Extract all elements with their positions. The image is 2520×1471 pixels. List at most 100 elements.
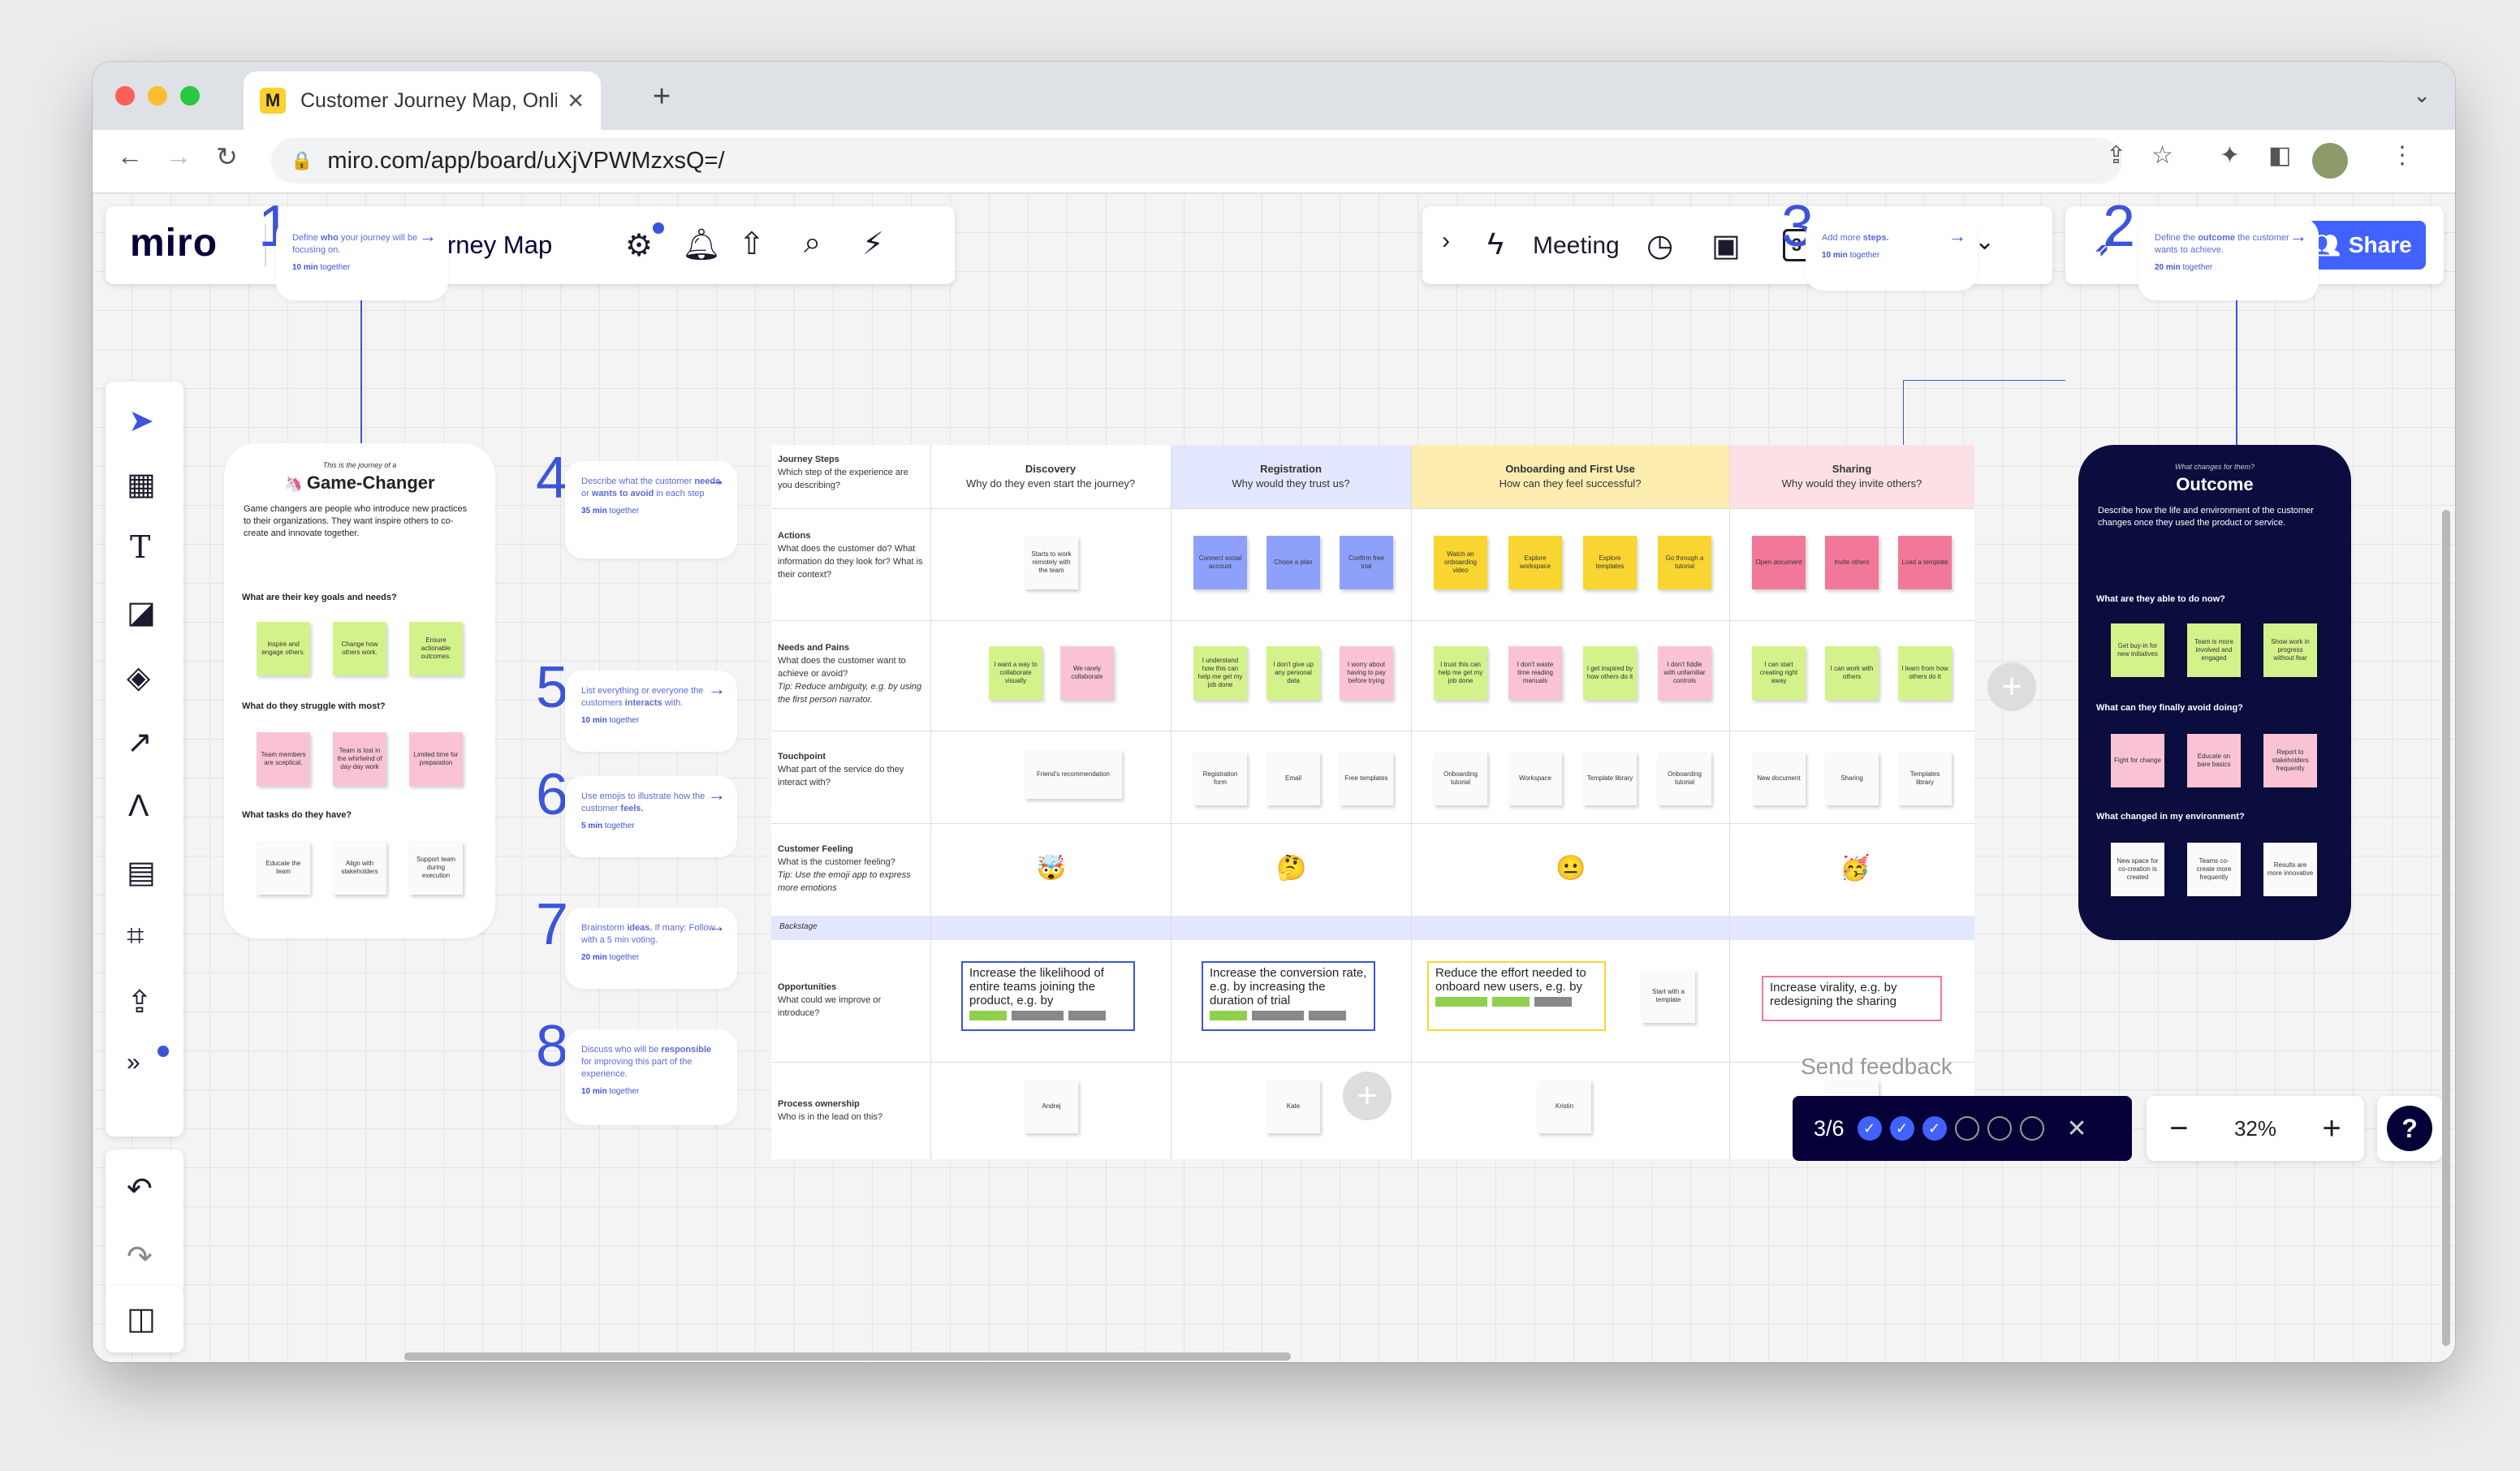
comment-icon[interactable]: ▤ xyxy=(127,856,156,890)
zoom-out-icon[interactable]: − xyxy=(2169,1110,2189,1146)
sticky-note[interactable]: Get buy-in for new initiatives xyxy=(2111,623,2164,677)
share-page-icon[interactable]: ⇪ xyxy=(2106,142,2127,169)
sticky-note[interactable]: We rarely collaborate xyxy=(1060,646,1114,700)
board-panel-toggle[interactable]: ◫ xyxy=(106,1286,183,1352)
sticky-note[interactable]: Templates library xyxy=(1898,752,1952,805)
opportunity-card[interactable]: Increase virality, e.g. by redesigning t… xyxy=(1762,976,1942,1021)
tab-search-chevron-icon[interactable]: ⌄ xyxy=(2413,83,2431,107)
sticky-note[interactable]: Email xyxy=(1266,752,1320,805)
timer-icon[interactable]: ◷ xyxy=(1646,229,1674,263)
forward-icon[interactable]: → xyxy=(166,141,192,170)
sticky-note[interactable]: I understand how this can help me get my… xyxy=(1193,646,1247,700)
sticky-note[interactable]: Friend's recommendation xyxy=(1025,750,1122,799)
opportunity-card[interactable]: Increase the conversion rate, e.g. by in… xyxy=(1202,961,1375,1031)
sticky-note[interactable]: Starts to work remotely with the team xyxy=(1025,536,1078,589)
reload-icon[interactable]: ↻ xyxy=(216,142,238,171)
journey-map-grid[interactable]: Backstage Journey Steps Which step of the… xyxy=(771,445,1974,1159)
more-tools-icon[interactable]: » xyxy=(127,1049,140,1076)
sticky-note[interactable]: Fight for change xyxy=(2111,734,2164,787)
upload-icon[interactable]: ⇧ xyxy=(739,227,765,261)
sticky-note[interactable]: Results are more innovative xyxy=(2263,843,2317,896)
sticky-note[interactable]: I don't give up any personal data xyxy=(1266,646,1320,700)
sticky-note[interactable]: Workspace xyxy=(1508,752,1562,805)
horizontal-scrollbar[interactable] xyxy=(404,1352,1291,1361)
sticky-note[interactable]: Inspire and engage others. xyxy=(257,622,310,675)
sticky-note[interactable]: I don't fiddle with unfamiliar controls xyxy=(1658,646,1711,700)
sticky-note-icon[interactable]: ◪ xyxy=(127,596,156,630)
feeling-emoji[interactable]: 🤯 xyxy=(1036,855,1067,882)
send-feedback-link[interactable]: Send feedback xyxy=(1801,1054,1953,1079)
redo-icon[interactable]: ↷ xyxy=(127,1240,153,1275)
sticky-note[interactable]: I worry about having to pay before tryin… xyxy=(1340,646,1393,700)
search-icon[interactable]: ⌕ xyxy=(804,226,822,260)
side-panel-icon[interactable]: ◧ xyxy=(2268,142,2292,169)
sticky-note[interactable]: Team is lost in the whirlwind of day-day… xyxy=(333,732,386,786)
sticky-note[interactable]: I trust this can help me get my job done xyxy=(1434,646,1487,700)
sticky-note[interactable]: Sharing xyxy=(1825,752,1879,805)
connector-arrow-icon[interactable]: ↗ xyxy=(127,726,153,760)
close-tab-icon[interactable]: ✕ xyxy=(567,88,585,113)
sticky-note[interactable]: Go through a tutorial xyxy=(1658,536,1711,589)
shapes-icon[interactable]: ◈ xyxy=(127,661,151,695)
minimize-window-button[interactable] xyxy=(148,86,167,106)
cursor-follow-icon[interactable]: ➶ xyxy=(2093,229,2119,263)
text-icon[interactable]: T xyxy=(130,529,151,565)
sticky-note[interactable]: Free templates xyxy=(1340,752,1393,805)
sticky-note[interactable]: Watch an onboarding video xyxy=(1434,536,1487,589)
video-chat-icon[interactable]: ▣ xyxy=(1711,229,1741,263)
sticky-note[interactable]: Ensure actionable outcomes. xyxy=(409,622,463,675)
chevron-right-icon[interactable]: › xyxy=(1442,227,1450,254)
add-row-button[interactable]: + xyxy=(1343,1072,1392,1120)
sticky-note[interactable]: Kate xyxy=(1266,1080,1320,1133)
settings-gear-icon[interactable]: ⚙ xyxy=(625,229,654,263)
sticky-note[interactable]: I get inspired by how others do it xyxy=(1583,646,1637,700)
back-icon[interactable]: ← xyxy=(117,141,143,170)
sticky-note[interactable]: Confirm free trial xyxy=(1340,536,1393,589)
sticky-note[interactable]: Explore workspace xyxy=(1508,536,1562,589)
select-cursor-icon[interactable]: ➤ xyxy=(128,404,154,438)
sticky-note[interactable]: Connect social account xyxy=(1193,536,1247,589)
feeling-emoji[interactable]: 😐 xyxy=(1556,855,1586,882)
sticky-note[interactable]: I can work with others xyxy=(1825,646,1879,700)
sticky-note[interactable]: Team members are sceptical. xyxy=(257,732,310,786)
pen-icon[interactable]: Λ xyxy=(128,789,149,823)
vertical-scrollbar[interactable] xyxy=(2442,510,2450,1346)
zoom-in-icon[interactable]: + xyxy=(2322,1110,2341,1146)
sticky-note[interactable]: Onboarding tutorial xyxy=(1434,752,1487,805)
sticky-note[interactable]: New document xyxy=(1752,752,1806,805)
sticky-note[interactable]: Change how others work. xyxy=(333,622,386,675)
sticky-note[interactable]: Open document xyxy=(1752,536,1806,589)
sticky-note[interactable]: Kristin xyxy=(1538,1080,1591,1133)
sticky-note[interactable]: I learn from how others do it xyxy=(1898,646,1952,700)
sticky-note[interactable]: I can start creating right away xyxy=(1752,646,1806,700)
column-header-onboarding[interactable]: Onboarding and First Use How can they fee… xyxy=(1411,445,1729,508)
sticky-note[interactable]: Chose a plan xyxy=(1266,536,1320,589)
column-header-discovery[interactable]: Discovery Why do they even start the jour… xyxy=(930,445,1171,508)
undo-icon[interactable]: ↶ xyxy=(127,1172,153,1206)
sticky-note[interactable]: Educate the team xyxy=(257,841,310,895)
sticky-note[interactable]: Align with stakeholders xyxy=(333,841,386,895)
zoom-level[interactable]: 32% xyxy=(2233,1115,2277,1141)
column-header-registration[interactable]: Registration Why would they trust us? xyxy=(1171,445,1411,508)
zoom-window-button[interactable] xyxy=(180,86,200,106)
sticky-note[interactable]: I want a way to collaborate visually xyxy=(989,646,1042,700)
new-tab-icon[interactable]: + xyxy=(653,80,671,114)
share-button[interactable]: 👥︎ Share xyxy=(2298,221,2426,270)
sticky-note[interactable]: Load a template xyxy=(1898,536,1952,589)
sticky-note[interactable]: Teams co-create more frequently xyxy=(2187,843,2241,896)
column-header-sharing[interactable]: Sharing Why would they invite others? xyxy=(1729,445,1974,508)
opportunity-card[interactable]: Increase the likelihood of entire teams … xyxy=(961,961,1135,1031)
sticky-note[interactable]: New space for co-creation is created xyxy=(2111,843,2164,896)
board-canvas[interactable]: miro Customer Journey Map ⚙ 🔔︎ ⇧ ⌕ ⚡︎ › … xyxy=(93,193,2455,1362)
help-button[interactable]: ? xyxy=(2387,1106,2432,1151)
sticky-note[interactable]: Limited time for preparation xyxy=(409,732,463,786)
outcome-card[interactable]: What changes for them? Outcome Describe … xyxy=(2078,445,2351,940)
sticky-note[interactable]: Explore templates xyxy=(1583,536,1637,589)
bell-icon[interactable]: 🔔︎ xyxy=(682,228,722,262)
sticky-note[interactable]: Registration form xyxy=(1193,752,1247,805)
sticky-note[interactable]: Team is more involved and engaged xyxy=(2187,623,2241,677)
feeling-emoji[interactable]: 🥳 xyxy=(1840,855,1871,882)
templates-icon[interactable]: ▦ xyxy=(127,468,156,502)
opportunity-card[interactable]: Reduce the effort needed to onboard new … xyxy=(1427,961,1606,1031)
sticky-note[interactable]: Educate on bare basics xyxy=(2187,734,2241,787)
